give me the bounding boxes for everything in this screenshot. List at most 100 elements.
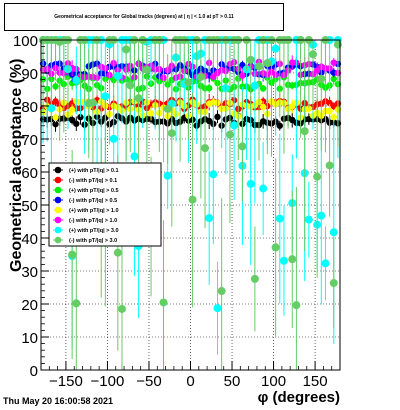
- data-point: [52, 114, 59, 121]
- legend-label: (-) with pT/|q| > 0.1: [69, 178, 117, 184]
- data-point: [305, 105, 313, 112]
- data-point: [329, 228, 338, 237]
- data-point: [52, 120, 59, 128]
- data-point: [72, 76, 81, 85]
- data-point: [147, 110, 155, 117]
- data-point: [333, 40, 342, 49]
- data-point: [205, 84, 213, 92]
- legend-label: (+) with pT/|q| > 1.0: [69, 208, 119, 214]
- data-point: [255, 62, 264, 71]
- data-point: [313, 172, 322, 181]
- data-point: [239, 72, 246, 79]
- data-point: [250, 274, 259, 283]
- data-point: [88, 98, 97, 107]
- legend: (+) with pT/|q| > 0.1 (-) with pT/|q| > 0…: [48, 162, 162, 247]
- data-point: [109, 134, 118, 143]
- legend-marker: [54, 206, 62, 214]
- legend-marker: [54, 166, 62, 174]
- data-point: [126, 81, 135, 90]
- axes: 0 10 20 30 40 50 60 70 80 90 100 −150 −100 −50 0 50 100 1…: [13, 33, 341, 390]
- data-point: [205, 214, 214, 223]
- data-point: [209, 170, 218, 179]
- data-point: [101, 92, 110, 101]
- y-axis-label: Geometrical acceptance (%): [8, 59, 25, 272]
- data-point: [163, 171, 172, 180]
- y-tick-label: 60: [21, 165, 38, 182]
- data-point: [263, 59, 272, 68]
- data-point: [201, 144, 210, 153]
- data-point: [275, 214, 284, 223]
- legend-label: (-) with pT/|q| > 0.5: [69, 198, 117, 204]
- title-box: Geometrical acceptance for Global tracks…: [4, 3, 284, 31]
- data-point: [330, 113, 337, 121]
- y-tick-label: 90: [21, 66, 38, 83]
- data-point: [259, 85, 267, 92]
- y-tick-label: 100: [13, 33, 38, 50]
- y-tick-label: 80: [21, 99, 38, 116]
- data-point: [163, 104, 172, 113]
- legend-box: [48, 162, 162, 247]
- x-tick-label: 100: [261, 373, 286, 390]
- data-point: [317, 211, 326, 220]
- data-point: [159, 298, 168, 307]
- data-points: [39, 36, 342, 370]
- data-point: [113, 72, 122, 81]
- data-point: [288, 255, 297, 264]
- data-point: [68, 250, 77, 259]
- data-point: [47, 104, 56, 113]
- data-point: [214, 113, 221, 121]
- data-point: [313, 67, 321, 74]
- data-point: [246, 55, 255, 64]
- legend-label: (-) with pT/|q| > 3.0: [69, 238, 117, 244]
- data-point: [279, 256, 288, 265]
- x-tick-label: 150: [303, 373, 328, 390]
- legend-marker: [54, 186, 62, 194]
- data-point: [317, 74, 326, 83]
- data-point: [184, 78, 193, 87]
- data-point: [230, 121, 239, 130]
- legend-marker: [54, 176, 62, 184]
- x-tick-label: 50: [224, 373, 241, 390]
- data-point: [217, 287, 226, 296]
- data-point: [113, 248, 122, 257]
- data-point: [246, 179, 255, 188]
- data-point: [329, 279, 338, 288]
- legend-marker: [54, 216, 62, 224]
- y-tick-label: 20: [21, 297, 38, 314]
- legend-label: (+) with pT/|q| > 3.0: [69, 228, 119, 234]
- y-tick-label: 40: [21, 231, 38, 248]
- data-point: [330, 75, 337, 83]
- data-point: [300, 127, 309, 136]
- data-point: [188, 195, 197, 204]
- x-tick-label: −100: [91, 373, 125, 390]
- data-point: [304, 215, 313, 224]
- data-point: [325, 161, 334, 170]
- x-tick-label: −50: [136, 373, 161, 390]
- data-point: [292, 301, 301, 310]
- y-tick-label: 30: [21, 264, 38, 281]
- data-point: [326, 107, 333, 115]
- y-tick-label: 50: [21, 198, 38, 215]
- data-point: [309, 50, 318, 59]
- x-tick-label: 0: [186, 373, 194, 390]
- data-point: [225, 130, 234, 139]
- legend-marker: [54, 236, 62, 244]
- data-point: [250, 81, 259, 90]
- x-axis-label: φ (degrees): [258, 389, 340, 406]
- series-7: [39, 36, 342, 370]
- data-point: [72, 299, 81, 308]
- data-point: [130, 152, 139, 161]
- legend-label: (+) with pT/|q| > 0.1: [69, 168, 119, 174]
- legend-marker: [54, 196, 62, 204]
- legend-label: (+) with pT/|q| > 0.5: [69, 188, 119, 194]
- data-point: [68, 116, 76, 124]
- data-point: [77, 113, 84, 121]
- data-point: [276, 122, 283, 129]
- data-point: [73, 120, 80, 127]
- chart-title: Geometrical acceptance for Global tracks…: [54, 14, 234, 20]
- data-point: [52, 83, 59, 90]
- data-point: [271, 44, 280, 53]
- data-point: [117, 304, 126, 313]
- y-tick-label: 0: [30, 363, 38, 380]
